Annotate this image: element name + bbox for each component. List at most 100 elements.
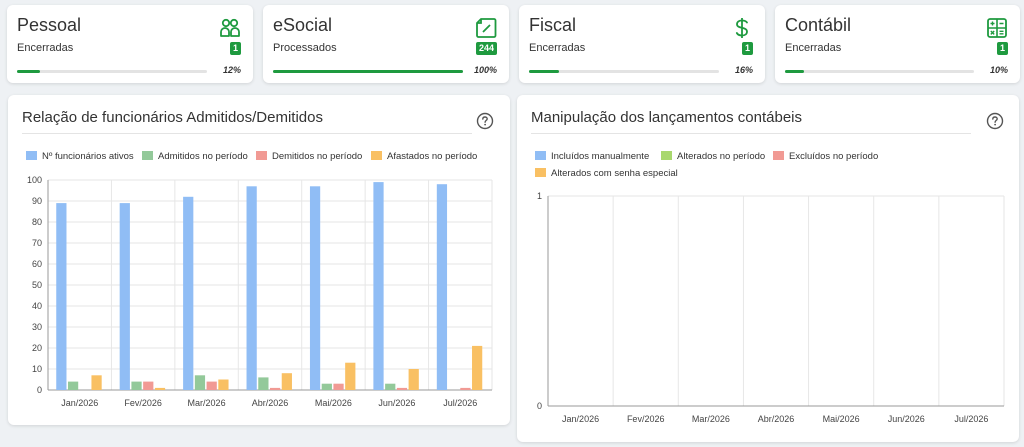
bar[interactable] xyxy=(345,362,356,390)
y-tick-label: 1 xyxy=(537,191,542,201)
bar[interactable] xyxy=(119,203,130,390)
x-tick-label: Fev/2026 xyxy=(124,398,162,408)
status-card-esocial[interactable]: eSocial Processados 244 100% xyxy=(263,5,509,83)
legend-swatch xyxy=(142,151,153,160)
legend-swatch xyxy=(26,151,37,160)
legend-item[interactable]: Incluídos manualmente xyxy=(535,151,649,162)
card-subtitle: Encerradas xyxy=(17,42,74,54)
bar[interactable] xyxy=(131,381,142,390)
bar[interactable] xyxy=(436,184,448,390)
x-tick-label: Jun/2026 xyxy=(888,414,925,424)
legend-swatch xyxy=(661,151,672,160)
panel-divider xyxy=(531,133,971,134)
legend-label: Admitidos no período xyxy=(158,151,248,162)
bar[interactable] xyxy=(67,381,79,390)
bar[interactable] xyxy=(183,196,194,390)
card-subtitle: Encerradas xyxy=(785,42,842,54)
legend-label: Nº funcionários ativos xyxy=(42,151,134,162)
bar[interactable] xyxy=(281,373,292,390)
y-tick-label: 60 xyxy=(32,259,42,269)
x-tick-label: Jul/2026 xyxy=(443,398,477,408)
bar[interactable] xyxy=(385,383,396,390)
employees-chart-legend: Nº funcionários ativos Admitidos no perío… xyxy=(26,151,506,165)
legend-swatch xyxy=(773,151,784,160)
bar[interactable] xyxy=(91,375,102,390)
legend-swatch xyxy=(371,151,382,160)
y-tick-label: 20 xyxy=(32,343,42,353)
accounting-chart-legend: Incluídos manualmente Alterados no períod… xyxy=(535,151,1015,183)
card-progress-track xyxy=(529,70,719,73)
y-tick-label: 80 xyxy=(32,217,42,227)
bar[interactable] xyxy=(309,186,321,390)
bar[interactable] xyxy=(373,182,384,390)
dollar-icon xyxy=(735,18,748,38)
x-tick-label: Mai/2026 xyxy=(823,414,860,424)
bar[interactable] xyxy=(154,387,166,390)
help-icon[interactable] xyxy=(986,112,1004,130)
legend-swatch xyxy=(256,151,267,160)
legend-label: Alterados no período xyxy=(677,151,766,162)
legend-item[interactable]: Demitidos no período xyxy=(256,151,362,162)
employees-panel-title: Relação de funcionários Admitidos/Demiti… xyxy=(22,109,323,126)
bar[interactable] xyxy=(396,387,408,390)
card-count-badge: 1 xyxy=(741,42,753,55)
bar[interactable] xyxy=(460,387,471,390)
y-tick-label: 0 xyxy=(37,385,42,395)
status-card-fiscal[interactable]: Fiscal Encerradas 1 16% xyxy=(519,5,765,83)
x-tick-label: Jan/2026 xyxy=(61,398,98,408)
status-card-pessoal[interactable]: Pessoal Encerradas 1 12% xyxy=(7,5,253,83)
bar[interactable] xyxy=(258,377,269,390)
bar[interactable] xyxy=(56,203,67,390)
legend-label: Alterados com senha especial xyxy=(551,168,678,179)
x-tick-label: Jan/2026 xyxy=(562,414,599,424)
card-progress-fill xyxy=(17,70,40,73)
y-tick-label: 90 xyxy=(32,196,42,206)
card-count-badge: 244 xyxy=(475,42,497,55)
y-tick-label: 50 xyxy=(32,280,42,290)
card-percent: 16% xyxy=(734,65,753,75)
bar[interactable] xyxy=(246,186,257,390)
bar[interactable] xyxy=(194,375,206,390)
legend-label: Afastados no período xyxy=(387,151,478,162)
help-icon[interactable] xyxy=(476,112,494,130)
bar[interactable] xyxy=(321,383,332,390)
legend-item[interactable]: Nº funcionários ativos xyxy=(26,151,134,162)
bar[interactable] xyxy=(218,379,229,391)
bar[interactable] xyxy=(472,345,483,390)
people-icon xyxy=(220,18,240,37)
y-tick-label: 10 xyxy=(32,364,42,374)
legend-item[interactable]: Alterados com senha especial xyxy=(535,168,678,179)
bar[interactable] xyxy=(270,387,281,390)
legend-swatch xyxy=(535,168,546,177)
bar[interactable] xyxy=(143,381,154,390)
y-tick-label: 100 xyxy=(27,175,42,185)
bar[interactable] xyxy=(408,369,419,390)
bar[interactable] xyxy=(206,381,217,390)
employees-bar-chart: 0 10 20 30 40 50 60 70 80 90 100 Jan/2026 Fev/2026 Ma… xyxy=(27,175,493,408)
card-percent: 12% xyxy=(222,65,241,75)
y-tick-label: 0 xyxy=(537,401,542,411)
employees-panel: Relação de funcionários Admitidos/Demiti… xyxy=(8,95,510,425)
card-progress-fill xyxy=(273,70,463,73)
x-tick-label: Abr/2026 xyxy=(252,398,289,408)
card-count-badge: 1 xyxy=(229,42,241,55)
legend-item[interactable]: Alterados no período xyxy=(661,151,765,162)
card-percent: 100% xyxy=(473,65,497,75)
bar[interactable] xyxy=(333,383,344,390)
status-card-contábil[interactable]: Contábil Encerradas 1 10% xyxy=(775,5,1020,83)
x-tick-label: Mar/2026 xyxy=(692,414,730,424)
card-subtitle: Encerradas xyxy=(529,42,586,54)
card-title: Pessoal xyxy=(17,15,82,35)
legend-item[interactable]: Excluídos no período xyxy=(773,151,878,162)
x-tick-label: Jun/2026 xyxy=(378,398,415,408)
legend-item[interactable]: Afastados no período xyxy=(371,151,477,162)
card-count-badge: 1 xyxy=(996,42,1008,55)
card-title: Contábil xyxy=(785,15,852,35)
legend-label: Demitidos no período xyxy=(272,151,363,162)
card-progress-track xyxy=(17,70,207,73)
legend-item[interactable]: Admitidos no período xyxy=(142,151,248,162)
x-tick-label: Abr/2026 xyxy=(758,414,795,424)
legend-label: Excluídos no período xyxy=(789,151,879,162)
card-progress-track xyxy=(273,70,463,73)
card-progress-track xyxy=(785,70,974,73)
